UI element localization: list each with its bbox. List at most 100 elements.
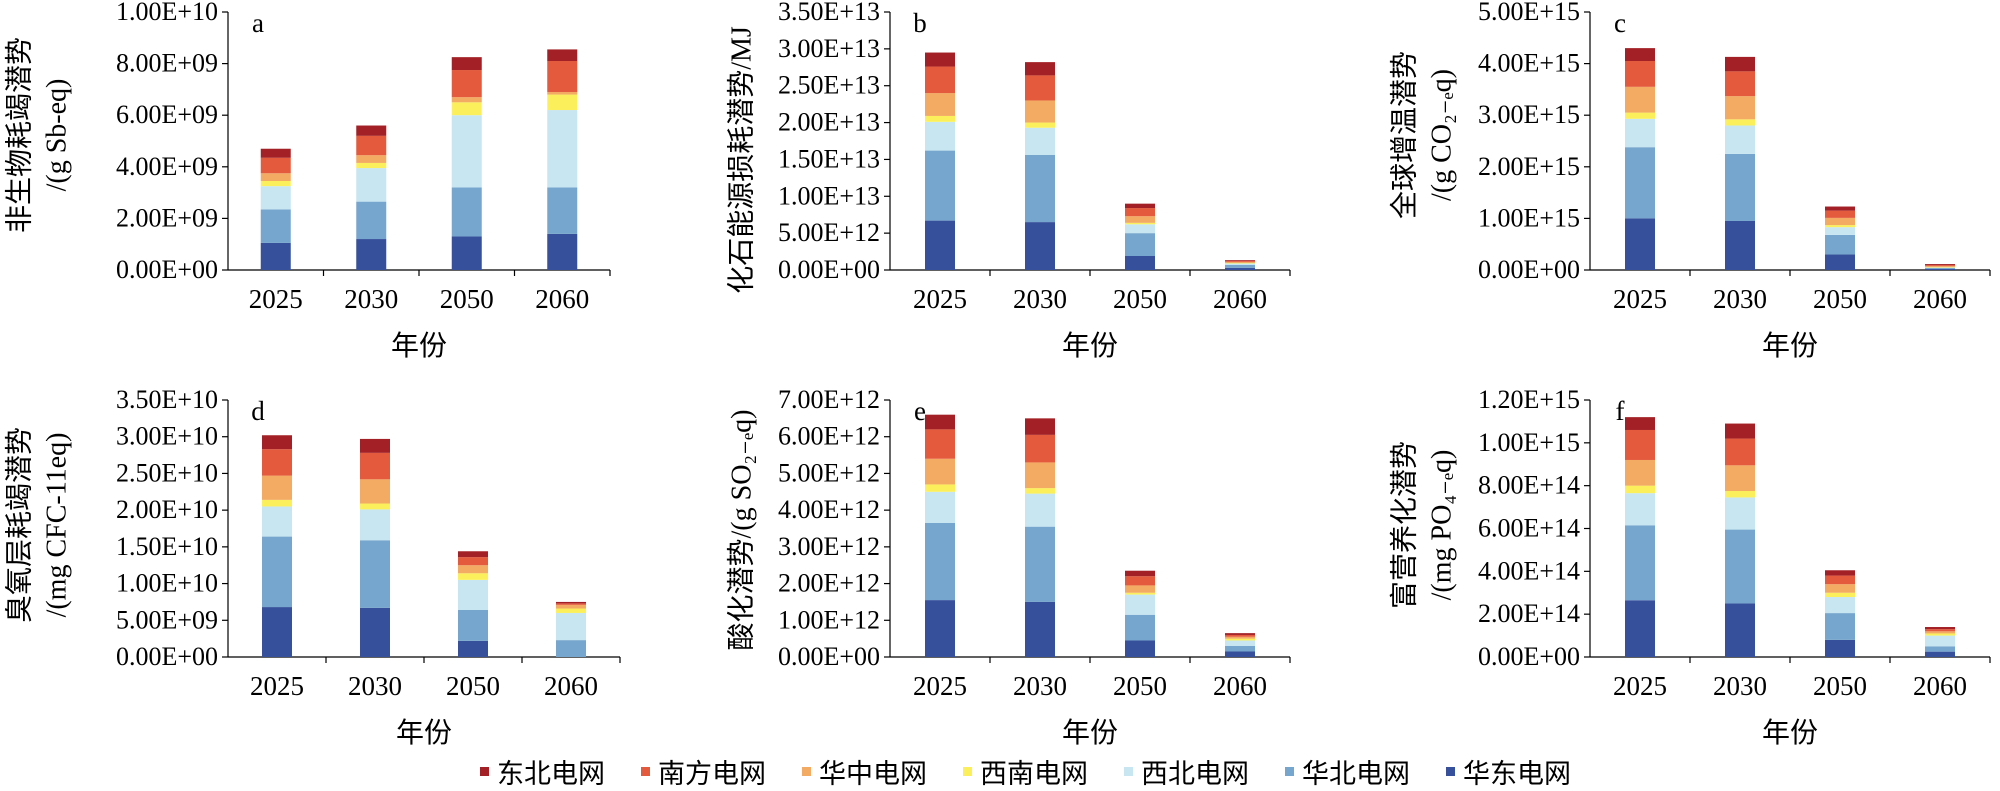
panel-f-bar-segment [1725, 603, 1755, 657]
panel-f-bar-segment [1725, 423, 1755, 439]
panel-b-y-tick-label: 0.00E+00 [778, 255, 880, 284]
panel-b-letter: b [913, 8, 927, 38]
panel-b-y-tick-label: 2.50E+13 [778, 71, 880, 100]
panel-c-bar-segment [1925, 268, 1955, 270]
panel-e-y-tick-label: 1.00E+12 [778, 605, 880, 634]
panel-e-bar-segment [925, 600, 955, 657]
panel-e-y-tick-label: 4.00E+12 [778, 495, 880, 524]
panel-b-bar-segment [925, 220, 955, 270]
panel-a-bar-segment [547, 233, 578, 270]
panel-b-bar-segment [1025, 122, 1055, 128]
panel-b-y-tick-label: 5.00E+12 [778, 218, 880, 247]
panel-a-x-label: 年份 [391, 330, 447, 362]
panel-e-x-tick-label: 2030 [1013, 671, 1067, 701]
panel-b-bar-segment [1025, 75, 1055, 101]
panel-f-bar-segment [1825, 597, 1855, 614]
panel-e-x-label: 年份 [1062, 717, 1118, 749]
legend-item-nanfang: 南方电网 [641, 752, 766, 791]
panel-e-bar-segment [1125, 570, 1155, 577]
panel-e-bar-segment [1125, 592, 1155, 595]
panel-a-y-tick-label: 4.00E+09 [116, 152, 218, 181]
panel-e-bar-segment [1025, 462, 1055, 489]
panel-a-bar-segment [547, 187, 578, 234]
panel-d-letter: d [251, 396, 265, 426]
panel-f-bar-segment [1625, 525, 1655, 601]
panel-d-y-tick-label: 3.00E+10 [116, 422, 218, 451]
panel-b-bar-segment [1025, 100, 1055, 123]
panel-c-bar-segment [1925, 267, 1955, 269]
panel-e-bar-segment [1025, 526, 1055, 602]
panel-b-bar-segment [1225, 267, 1255, 270]
panel-c-bar-segment [1625, 218, 1655, 270]
panel-d-x-tick-label: 2060 [544, 671, 598, 701]
panel-d-y-tick-label: 3.50E+10 [116, 385, 218, 414]
panel-c-bar-segment [1925, 267, 1955, 268]
legend-swatch [963, 766, 972, 776]
panel-e-bar-segment [925, 414, 955, 430]
panel-f-x-tick-label: 2060 [1913, 671, 1967, 701]
legend: 东北电网 南方电网 华中电网 西南电网 西北电网 华北电网 华东电网 [480, 755, 1607, 790]
legend-swatch [1124, 766, 1133, 776]
panel-d-y-tick-label: 2.00E+10 [116, 495, 218, 524]
panel-f-bar-segment [1625, 600, 1655, 657]
panel-d-y-tick-label: 2.50E+10 [116, 458, 218, 487]
panel-b-y-label: 化石能源损耗潜势/MJ [726, 26, 758, 294]
panel-b-bar-segment [925, 121, 955, 151]
panel-b-bar-segment [925, 93, 955, 116]
panel-a-bar-segment [451, 57, 482, 71]
panel-f-bar-segment [1825, 584, 1855, 593]
panel-f-bar-segment [1925, 635, 1955, 647]
panel-c-y-tick-label: 0.00E+00 [1478, 255, 1580, 284]
panel-b-bar-segment [1125, 233, 1155, 256]
panel-d-bar-segment [556, 608, 586, 613]
panel-a-bar-segment [547, 94, 578, 111]
legend-label: 西南电网 [980, 758, 1088, 790]
panel-b-bar-segment [1125, 208, 1155, 217]
panel-f-x-tick-label: 2030 [1713, 671, 1767, 701]
panel-b-bar-segment [1025, 62, 1055, 76]
panel-a-bar-segment [547, 110, 578, 188]
panel-d-bar-segment [556, 603, 586, 605]
panel-f-x-tick-label: 2025 [1613, 671, 1667, 701]
panel-f-y-tick-label: 6.00E+14 [1478, 514, 1580, 543]
panel-d-bar-segment [360, 503, 390, 510]
panel-a-bar-segment [451, 236, 482, 270]
legend-swatch [641, 766, 650, 776]
panel-c-bar-segment [1925, 267, 1955, 268]
panel-e-y-tick-label: 2.00E+12 [778, 569, 880, 598]
panel-b-bar-segment [1025, 127, 1055, 156]
panel-e-bar-segment [1225, 640, 1255, 646]
panel-a-y-tick-label: 1.00E+10 [116, 0, 218, 26]
panel-d-x-tick-label: 2050 [446, 671, 500, 701]
panel-d-bar-segment [262, 506, 292, 537]
panel-f-bar-segment [1825, 575, 1855, 585]
panel-a-bar-segment [451, 115, 482, 188]
panel-c-bar-segment [1625, 86, 1655, 113]
panel-a-bar-segment [451, 70, 482, 98]
panel-a-bar-segment [356, 155, 387, 163]
panel-d-bar-segment [360, 479, 390, 504]
panel-f-bar-segment [1625, 429, 1655, 460]
panel-a-bar-segment [260, 157, 291, 174]
panel-d-bar-segment [262, 435, 292, 450]
panel-c-y-tick-label: 3.00E+15 [1478, 100, 1580, 129]
panel-a-y-label: /(g Sb-eq) [42, 79, 73, 192]
panel-d-y-tick-label: 0.00E+00 [116, 642, 218, 671]
panel-d-bar-segment [360, 540, 390, 608]
panel-b-x-tick-label: 2050 [1113, 284, 1167, 314]
panel-a-bar-segment [260, 173, 291, 181]
panel-f-bar-segment [1625, 493, 1655, 526]
panel-a-bar-segment [260, 242, 291, 270]
panel-d-x-label: 年份 [396, 717, 452, 749]
legend-item-huadong: 华东电网 [1446, 752, 1571, 791]
panel-c-bar-segment [1625, 48, 1655, 62]
panel-c-bar-segment [1725, 56, 1755, 72]
panel-d-x-tick-label: 2030 [348, 671, 402, 701]
panel-e-bar-segment [1225, 636, 1255, 639]
panel-d-bar-segment [458, 640, 488, 657]
panel-f-x-tick-label: 2050 [1813, 671, 1867, 701]
panel-c-bar-segment [1725, 71, 1755, 97]
panel-c-bar-segment [1825, 210, 1855, 218]
panel-d-bar-segment [458, 579, 488, 611]
panel-a-y-label: 非生物耗竭潜势 [4, 37, 36, 233]
